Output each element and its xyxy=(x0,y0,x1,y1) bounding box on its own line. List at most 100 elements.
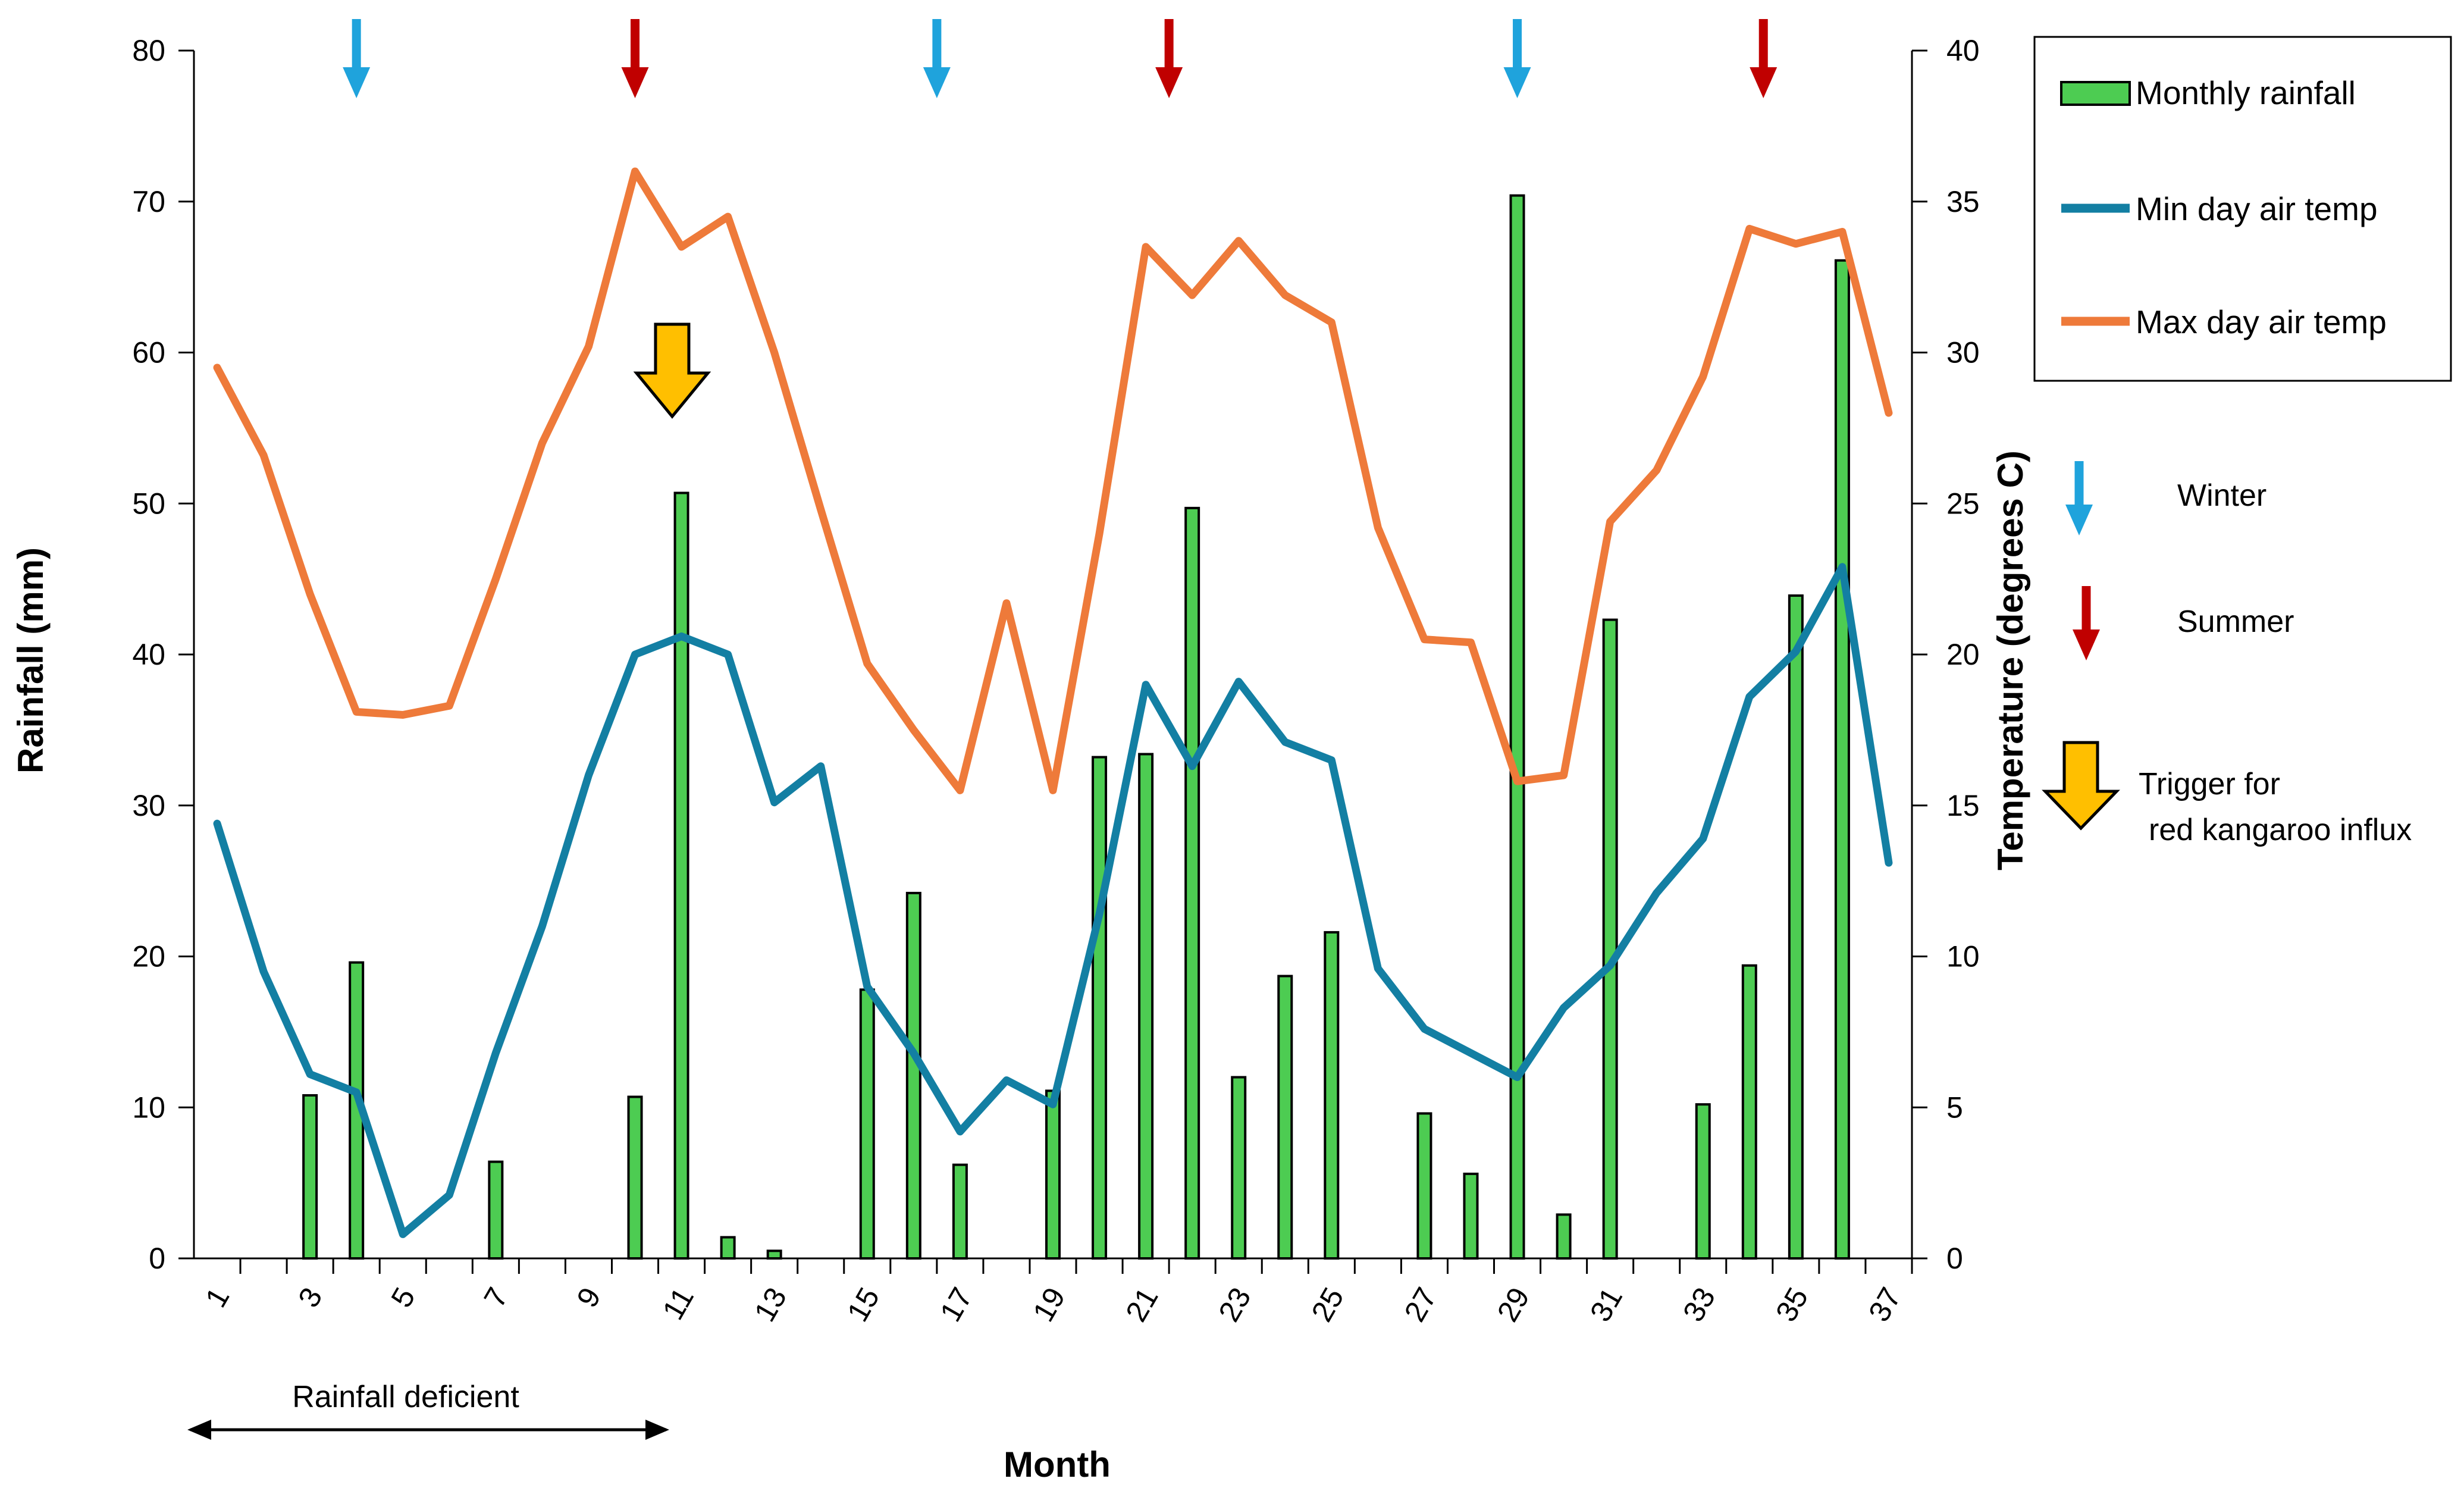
x-tick-label: 17 xyxy=(933,1282,979,1327)
x-tick-label: 37 xyxy=(1862,1282,1907,1327)
temperature-lines xyxy=(213,167,1893,1238)
winter-marker-icon xyxy=(923,19,951,98)
rainfall-bar xyxy=(905,891,921,1260)
rainfall-deficient-label: Rainfall deficient xyxy=(292,1380,519,1414)
marker-head xyxy=(1155,67,1183,98)
rainfall-bar xyxy=(1556,1213,1572,1260)
summer-marker-icon xyxy=(621,19,649,98)
y-left-tick-label: 70 xyxy=(132,185,165,218)
legend: Monthly rainfall Min day air temp Max da… xyxy=(2033,36,2452,382)
rainfall-bar xyxy=(720,1236,736,1260)
side-legend: Winter Summer Trigger for red kangaroo i… xyxy=(2042,461,2412,847)
winter-marker-icon xyxy=(343,19,371,98)
x-tick-label: 13 xyxy=(748,1282,793,1327)
trigger-label-line2: red kangaroo influx xyxy=(2149,813,2412,847)
legend-label-rainfall: Monthly rainfall xyxy=(2136,74,2356,111)
marker-head xyxy=(343,67,371,98)
rainfall-bar xyxy=(1184,506,1200,1260)
winter-arrow-icon xyxy=(2065,461,2093,535)
summer-label: Summer xyxy=(2177,605,2294,639)
x-axis-title: Month xyxy=(1004,1445,1111,1484)
x-tick-label: 27 xyxy=(1398,1282,1443,1327)
rainfall-bar xyxy=(1834,259,1850,1260)
y-left-tick-label: 10 xyxy=(132,1091,165,1124)
x-tick-label: 7 xyxy=(477,1282,514,1313)
legend-label-min-temp: Min day air temp xyxy=(2136,190,2378,227)
y-left-tick-label: 60 xyxy=(132,336,165,369)
y-right-tick-label: 30 xyxy=(1946,336,1980,369)
max-temp-line xyxy=(213,167,1893,794)
x-tick-label: 5 xyxy=(384,1282,421,1313)
rainfall-bar xyxy=(1231,1076,1247,1260)
trigger-label-line1: Trigger for xyxy=(2139,767,2280,801)
rainfall-bar xyxy=(859,988,875,1260)
rainfall-bar xyxy=(627,1095,643,1260)
x-tick-label: 9 xyxy=(570,1282,607,1313)
rainfall-bar xyxy=(1695,1103,1711,1260)
y-axis-left-title: Rainfall (mm) xyxy=(11,547,51,773)
legend-label-max-temp: Max day air temp xyxy=(2136,303,2387,340)
y-right-tick-label: 20 xyxy=(1946,638,1980,671)
rainfall-bar xyxy=(1092,756,1108,1260)
y-axis-right-title: Temperature (degrees C) xyxy=(1990,450,2030,870)
y-right-tick-label: 35 xyxy=(1946,185,1980,218)
y-left-tick-label: 50 xyxy=(132,487,165,520)
rainfall-bar xyxy=(952,1163,968,1260)
y-left-tick-label: 0 xyxy=(149,1242,165,1275)
summer-marker-icon xyxy=(1750,19,1778,98)
x-tick-label: 29 xyxy=(1491,1282,1536,1327)
rainfall-bar xyxy=(1602,618,1618,1260)
rainfall-bar xyxy=(488,1160,504,1260)
rainfall-bar xyxy=(1741,964,1757,1260)
x-tick-label: 25 xyxy=(1305,1282,1350,1327)
rainfall-bar xyxy=(1277,975,1293,1260)
y-right-tick-label: 25 xyxy=(1946,487,1980,520)
y-left-tick-label: 80 xyxy=(132,34,165,67)
marker-head xyxy=(923,67,951,98)
rainfall-bar xyxy=(1463,1172,1479,1260)
x-tick-label: 33 xyxy=(1676,1282,1722,1327)
winter-marker-icon xyxy=(1503,19,1531,98)
x-tick-label: 23 xyxy=(1212,1282,1257,1327)
rainfall-bar xyxy=(1138,753,1154,1260)
x-tick-label: 21 xyxy=(1119,1282,1164,1327)
season-markers xyxy=(343,19,1778,419)
trigger-arrow-icon xyxy=(2042,741,2120,831)
rainfall-bar xyxy=(1416,1112,1432,1260)
rainfall-bar xyxy=(302,1094,318,1260)
y-right-tick-label: 15 xyxy=(1946,789,1980,822)
y-right-tick-label: 0 xyxy=(1946,1242,1963,1275)
rainfall-bar xyxy=(766,1249,782,1260)
rainfall-bar xyxy=(1045,1089,1061,1260)
marker-head xyxy=(1503,67,1531,98)
y-right-tick-label: 5 xyxy=(1946,1091,1963,1124)
marker-head xyxy=(1750,67,1778,98)
rainfall-bar xyxy=(673,491,689,1260)
summer-arrow-icon xyxy=(2073,586,2100,660)
legend-swatch-rainfall xyxy=(2060,81,2131,106)
rainfall-bar xyxy=(1788,594,1804,1260)
rainfall-bar xyxy=(1324,931,1340,1260)
rainfall-deficient-annotation: Rainfall deficient xyxy=(187,1380,669,1440)
trigger-marker-icon xyxy=(633,322,711,419)
rainfall-bar xyxy=(1509,194,1525,1260)
summer-marker-icon xyxy=(1155,19,1183,98)
range-arrowhead-right-icon xyxy=(645,1420,669,1440)
rainfall-bars xyxy=(302,194,1850,1260)
x-tick-label: 1 xyxy=(199,1282,236,1313)
range-arrowhead-left-icon xyxy=(187,1420,211,1440)
x-tick-label: 31 xyxy=(1584,1282,1629,1327)
x-tick-label: 35 xyxy=(1769,1282,1814,1327)
y-left-tick-label: 30 xyxy=(132,789,165,822)
y-left-tick-label: 20 xyxy=(132,940,165,973)
x-tick-label: 19 xyxy=(1026,1282,1071,1327)
x-tick-label: 3 xyxy=(291,1282,328,1313)
y-right-tick-label: 40 xyxy=(1946,34,1980,67)
winter-label: Winter xyxy=(2177,478,2266,513)
y-left-tick-label: 40 xyxy=(132,638,165,671)
marker-head xyxy=(621,67,649,98)
x-tick-label: 11 xyxy=(656,1282,700,1326)
x-tick-label: 15 xyxy=(841,1282,886,1327)
